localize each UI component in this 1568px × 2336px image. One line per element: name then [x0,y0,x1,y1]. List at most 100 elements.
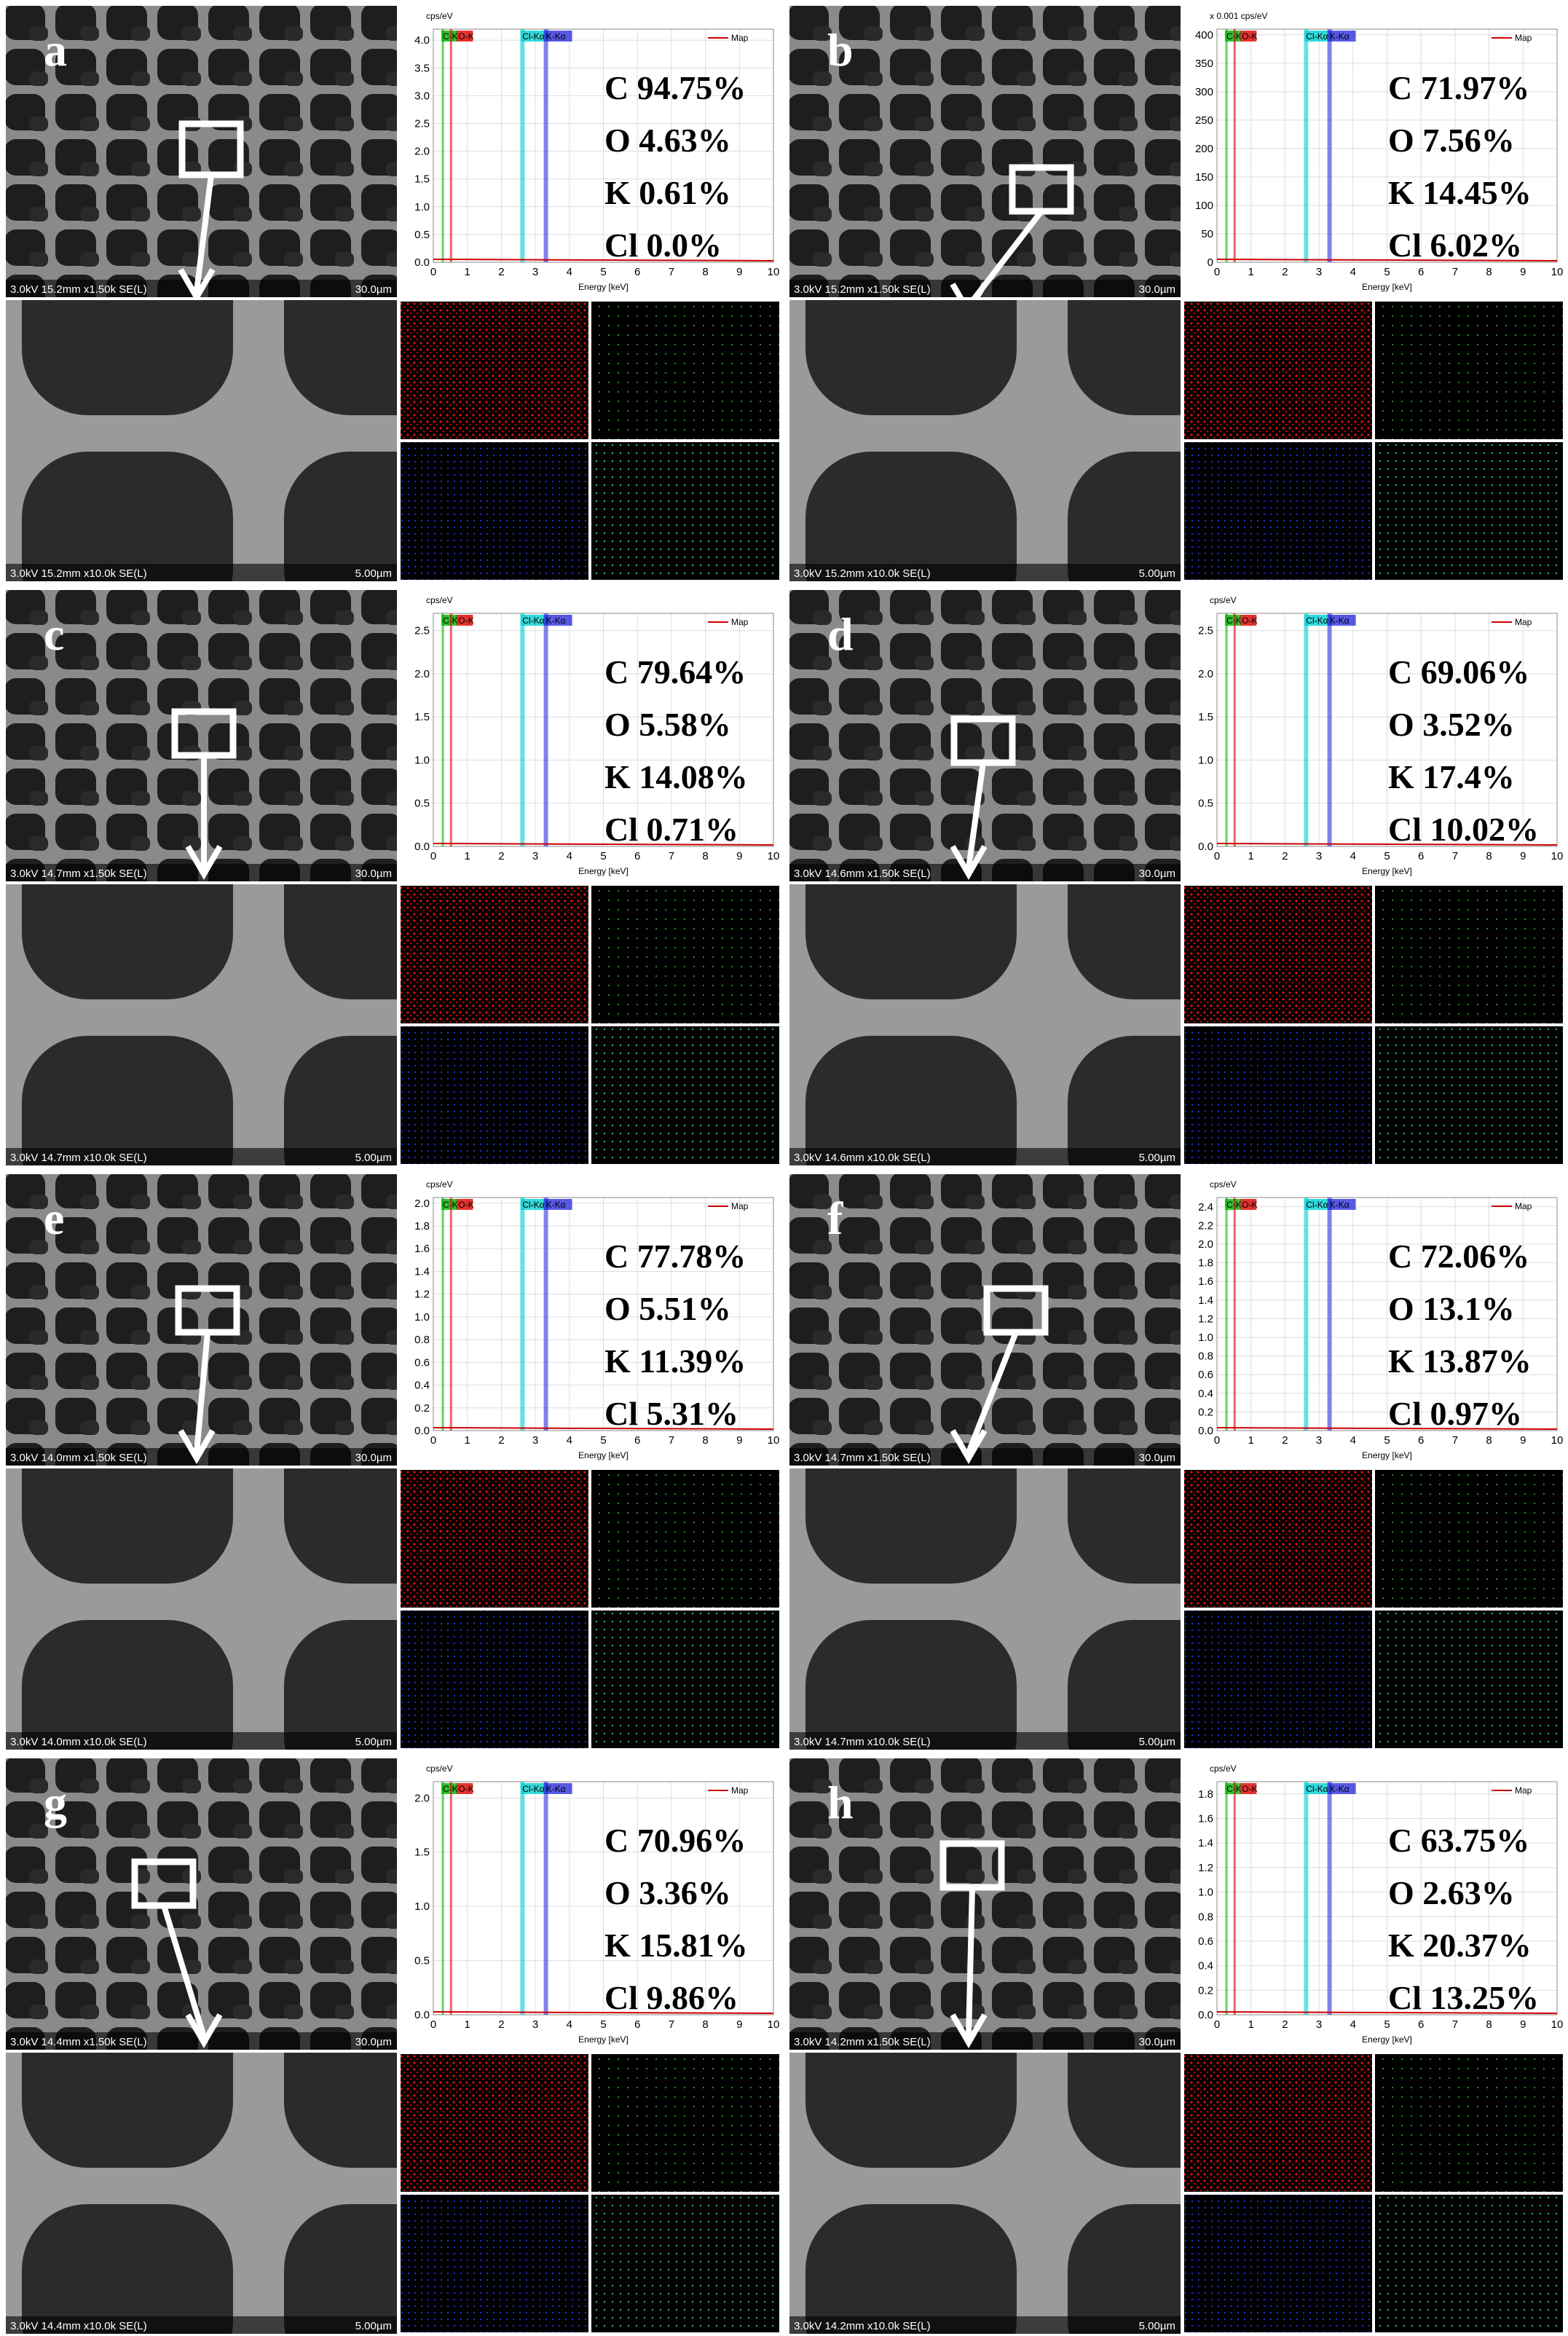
peak-label: O-K [458,616,473,626]
x-tick-label: 6 [634,2018,640,2031]
x-tick-label: 1 [1248,1434,1254,1447]
peak-label: K-Kα [546,31,566,42]
x-axis-label: Energy [keV] [578,866,629,876]
composition-line: C 70.96% [604,1822,746,1859]
composition-line: C 77.78% [604,1238,746,1275]
peak-tag [521,1783,549,1794]
peak-label: K-Kα [1330,31,1350,42]
peak-tag [457,1199,473,1210]
sem-scale: 5.00µm [1139,2320,1175,2332]
x-tick-label: 5 [600,266,606,278]
composition-line: O 5.58% [604,706,731,743]
peak-label: O-K [458,1200,473,1210]
y-tick-label: 0.0 [414,841,430,853]
sem-caption: 3.0kV 14.6mm x1.50k SE(L) [794,868,931,880]
x-tick-label: 1 [1248,850,1254,862]
panel-label: e [44,1192,64,1244]
x-axis-label: Energy [keV] [1362,1450,1412,1460]
element-map [1184,1611,1372,1748]
peak-tag [521,31,549,42]
y-unit: cps/eV [1210,595,1237,605]
x-tick-label: 8 [1486,266,1492,278]
composition-line: K 17.4% [1388,758,1515,795]
x-tick-label: 3 [532,266,538,278]
element-map [591,2054,779,2192]
spectrum-bg [399,587,779,881]
x-tick-label: 8 [702,850,708,862]
x-tick-label: 8 [1486,2018,1492,2031]
y-tick-label: 100 [1195,200,1213,212]
composition-line: C 94.75% [604,69,746,106]
x-tick-label: 0 [430,1434,436,1447]
spectrum-baseline [1216,843,1558,846]
element-map [1375,2054,1563,2192]
peak-label: O-K [458,1784,473,1794]
y-tick-label: 1.0 [1198,754,1213,766]
composition-line: K 11.39% [604,1342,746,1380]
x-tick-label: 6 [1418,1434,1424,1447]
sem-low-mag [6,1758,397,2050]
composition-line: O 3.52% [1388,706,1515,743]
x-tick-label: 4 [567,1434,572,1447]
panel-label: g [44,1777,67,1828]
y-tick-label: 1.6 [1198,1275,1213,1288]
y-tick-label: 0.0 [1198,2009,1213,2021]
zoom-arrow [966,1887,975,2037]
y-tick-label: 0.8 [1198,1911,1213,1923]
sem-scale: 30.0µm [355,868,392,880]
sem-caption-bar [789,2316,1181,2334]
panel-label: d [827,608,854,660]
x-axis-label: Energy [keV] [1362,282,1412,292]
plot-frame [433,1781,774,2016]
x-tick-label: 3 [1316,2018,1322,2031]
peak-tag [1304,1199,1333,1210]
element-map [1184,1026,1372,1164]
sem-scale: 30.0µm [355,283,392,296]
sem-low-mag [789,6,1181,297]
arrow-head [950,844,988,880]
sem-caption-bar [789,1148,1181,1165]
element-map [1375,302,1563,439]
x-tick-label: 0 [1214,1434,1220,1447]
sem-caption-bar [789,564,1181,581]
sem-scale: 30.0µm [1139,283,1175,296]
sem-scale: 30.0µm [1139,868,1175,880]
element-map [1375,1026,1563,1164]
x-tick-label: 9 [736,1434,742,1447]
y-unit: x 0.001 cps/eV [1210,11,1267,21]
composition-line: O 4.63% [604,122,731,159]
legend-label: Map [1515,617,1532,627]
element-map [591,1026,779,1164]
element-map [401,1611,588,1748]
element-map [591,886,779,1023]
x-tick-label: 8 [702,1434,708,1447]
sem-high-mag [6,300,397,581]
peak-label: O-K [1242,1784,1257,1794]
x-tick-label: 3 [1316,1434,1322,1447]
sem-high-mag [6,884,397,1165]
composition-line: Cl 9.86% [604,1979,738,2016]
composition-line: K 20.37% [1388,1927,1532,1964]
legend-label: Map [1515,1201,1532,1211]
element-map [591,442,779,580]
x-axis-label: Energy [keV] [578,1450,629,1460]
y-tick-label: 0.8 [414,1334,430,1346]
sem-caption: 3.0kV 14.4mm x1.50k SE(L) [10,2036,147,2048]
y-tick-label: 2.2 [1198,1219,1213,1232]
plot-frame [1216,1197,1558,1431]
peak-tag [1240,1199,1257,1210]
peak-label: O-K [458,31,473,42]
sem-scale: 5.00µm [1139,1736,1175,1748]
element-map [1375,442,1563,580]
composition-line: O 2.63% [1388,1874,1515,1911]
element-map [401,1470,588,1608]
composition-line: K 0.61% [604,174,731,211]
x-tick-label: 9 [1520,2018,1526,2031]
y-tick-label: 250 [1195,114,1213,127]
spectrum-baseline [433,843,774,846]
element-map [591,1470,779,1608]
peak-tag [1328,1783,1356,1794]
sem-scale: 30.0µm [355,1452,392,1464]
x-tick-label: 9 [736,266,742,278]
x-tick-label: 3 [1316,266,1322,278]
